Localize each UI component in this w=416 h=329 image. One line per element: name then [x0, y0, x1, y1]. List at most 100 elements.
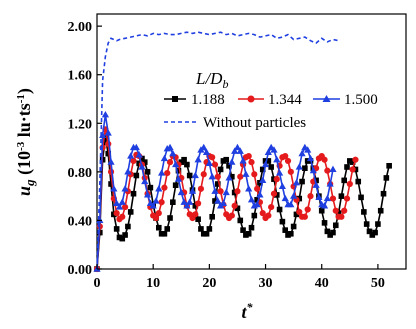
point-1-188: [214, 181, 221, 187]
point-1-188: [229, 173, 235, 180]
point-1-188: [161, 230, 168, 237]
point-1-344: [304, 206, 311, 213]
point-1-500: [174, 175, 183, 182]
point-1-188: [243, 232, 249, 238]
point-1-500: [99, 131, 107, 139]
point-1-188: [113, 226, 120, 232]
point-1-188: [248, 224, 255, 231]
legend-entry-without-particles: Without particles: [164, 115, 306, 131]
point-1-188: [108, 181, 114, 187]
point-1-500: [118, 198, 126, 205]
x-tick-label: 30: [259, 276, 273, 291]
point-1-500: [172, 160, 180, 168]
point-1-344: [211, 161, 219, 168]
y-axis-title-unit2: lu·ts: [14, 103, 34, 142]
x-tick-label: 50: [371, 276, 385, 291]
point-1-344: [130, 157, 137, 165]
point-1-188: [206, 226, 213, 232]
point-1-344: [282, 152, 289, 160]
point-1-344: [113, 210, 120, 217]
point-1-188: [172, 182, 179, 189]
point-1-188: [383, 175, 390, 181]
point-1-188: [318, 207, 325, 214]
point-1-188: [198, 226, 204, 232]
point-1-500: [160, 154, 169, 162]
point-1-500: [166, 143, 174, 151]
y-tick-label: 0.40: [68, 214, 93, 229]
series-without-particles: [96, 31, 339, 270]
y-axis-title-main: u: [14, 186, 34, 196]
legend-title-sub: b: [222, 77, 228, 91]
x-tick-label: 20: [202, 276, 216, 291]
y-axis-title: ug (10-3 lu·ts-1): [14, 88, 37, 196]
point-1-500: [113, 199, 121, 207]
point-1-500: [242, 170, 250, 177]
point-1-500: [326, 180, 334, 187]
y-axis-title-exp2: -1: [15, 94, 27, 103]
point-1-500: [315, 193, 323, 200]
point-1-500: [180, 198, 188, 205]
point-1-344: [245, 152, 252, 160]
point-1-344: [296, 208, 303, 216]
point-1-500: [107, 158, 115, 165]
point-1-500: [214, 197, 222, 204]
x-tick-label: 0: [94, 276, 101, 291]
point-1-344: [287, 168, 294, 175]
point-1-344: [324, 167, 331, 174]
point-1-500: [261, 160, 270, 168]
point-1-344: [217, 188, 224, 195]
point-1-500: [104, 129, 112, 136]
x-axis-title: t*: [241, 300, 253, 322]
point-1-500: [169, 149, 177, 157]
point-1-188: [175, 167, 182, 174]
legend-title: L/Db: [195, 69, 228, 91]
point-1-188: [321, 220, 328, 226]
point-1-188: [122, 232, 128, 238]
point-1-344: [155, 210, 162, 217]
point-1-188: [361, 209, 367, 215]
point-1-344: [301, 213, 308, 220]
point-1-344: [121, 203, 129, 211]
point-1-188: [276, 206, 283, 213]
legend-entry-1188: 1.188: [164, 92, 225, 108]
point-1-188: [200, 230, 207, 237]
y-axis-title-unit: (10: [14, 151, 35, 180]
point-1-188: [335, 210, 342, 216]
point-1-188: [127, 209, 134, 215]
point-1-344: [254, 185, 261, 192]
point-1-500: [211, 187, 219, 194]
point-1-188: [139, 155, 145, 162]
point-1-500: [124, 168, 132, 175]
point-1-500: [320, 202, 329, 209]
point-1-188: [170, 199, 176, 206]
point-1-500: [264, 148, 272, 156]
point-1-500: [287, 200, 295, 208]
point-1-188: [125, 223, 131, 230]
point-1-500: [202, 148, 211, 156]
point-1-500: [275, 169, 284, 176]
point-1-500: [110, 185, 118, 192]
point-1-344: [341, 207, 348, 214]
point-1-500: [191, 171, 199, 179]
point-1-500: [329, 165, 337, 173]
point-1-500: [298, 149, 306, 157]
point-1-344: [197, 185, 205, 192]
point-1-344: [259, 210, 266, 217]
point-1-500: [194, 155, 202, 163]
point-1-500: [273, 155, 281, 163]
legend-marker-1344: [247, 95, 255, 103]
point-1-188: [181, 156, 187, 163]
point-1-188: [363, 221, 370, 227]
point-1-188: [324, 228, 331, 235]
point-1-188: [178, 159, 185, 165]
point-1-500: [290, 192, 298, 199]
point-1-344: [270, 190, 278, 197]
point-1-344: [343, 195, 351, 202]
point-1-500: [309, 166, 317, 174]
legend-title-main: L/D: [195, 69, 223, 88]
point-1-344: [329, 195, 337, 202]
point-1-188: [130, 190, 137, 197]
point-1-344: [332, 207, 339, 214]
point-1-500: [233, 143, 242, 151]
point-1-500: [152, 197, 160, 204]
